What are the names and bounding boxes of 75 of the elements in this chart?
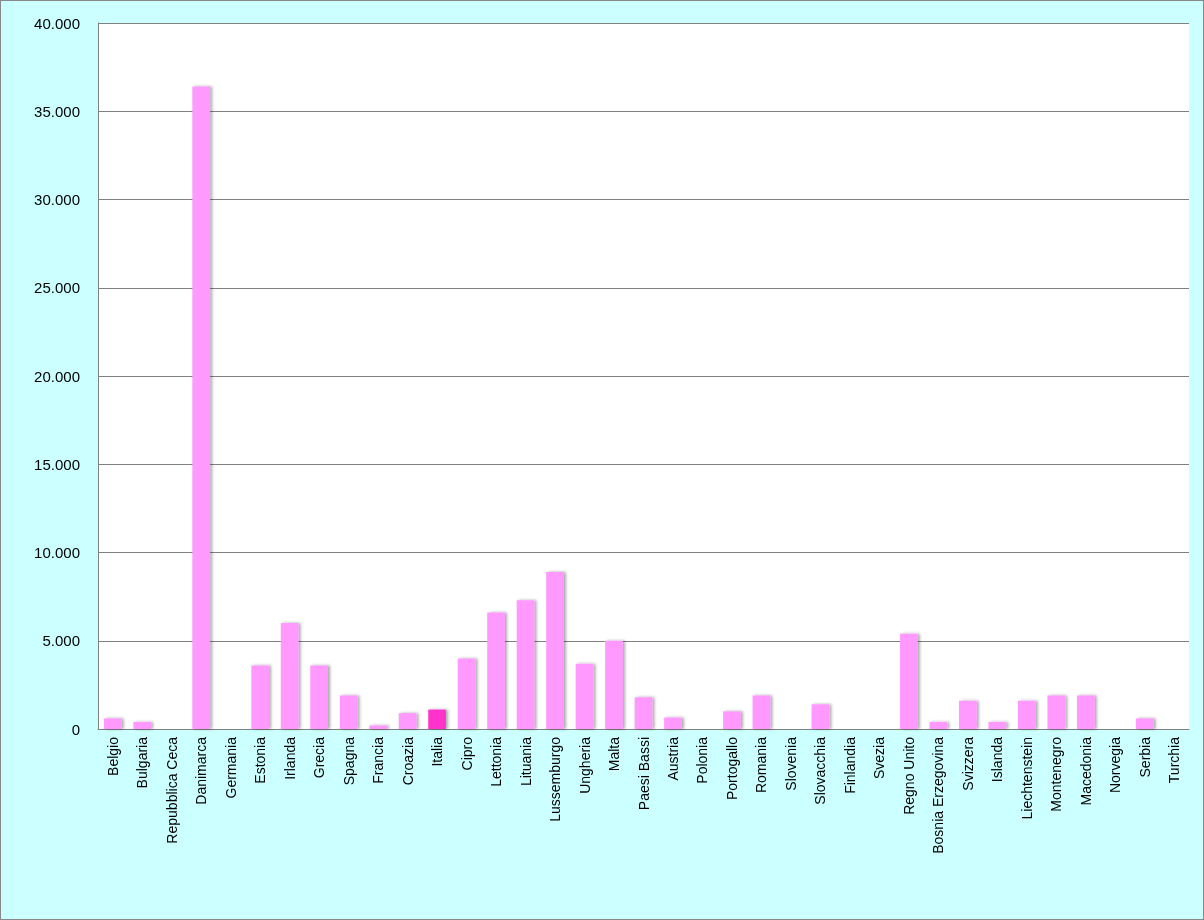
- bar: [457, 658, 476, 729]
- bar: [133, 721, 152, 729]
- y-tick-label: 0: [71, 720, 80, 738]
- x-tick-label: Macedonia: [1077, 736, 1094, 806]
- x-tick-label: Montenegro: [1048, 736, 1065, 812]
- bar: [900, 633, 918, 729]
- x-tick-label: Cipro: [458, 736, 475, 771]
- x-tick-label: Ungheria: [576, 736, 593, 794]
- x-tick-label: Romania: [753, 736, 770, 794]
- bar: [251, 665, 270, 729]
- bar: [664, 717, 682, 729]
- bar: [929, 721, 948, 729]
- bar: [339, 695, 358, 729]
- bar: [369, 725, 387, 729]
- x-tick-label: Spagna: [340, 736, 357, 786]
- y-tick-label: 10.000: [34, 544, 80, 561]
- x-tick-label: Lituania: [517, 736, 534, 787]
- bar: [1047, 695, 1066, 729]
- x-tick-label: Turchia: [1166, 736, 1183, 784]
- bar: [516, 600, 535, 729]
- x-tick-label: Lussemburgo: [547, 736, 564, 822]
- x-tick-label: Polonia: [694, 736, 711, 784]
- y-tick-label: 40.000: [34, 14, 80, 32]
- x-tick-label: Bosnia Erzegovina: [930, 736, 947, 854]
- x-tick-label: Portogallo: [723, 736, 740, 801]
- bar: [103, 718, 122, 729]
- x-tick-label: Svezia: [871, 736, 888, 780]
- x-tick-label: Bulgaria: [134, 736, 151, 789]
- bar: [1017, 700, 1036, 729]
- x-tick-label: Islanda: [989, 736, 1006, 783]
- x-tick-label: Danimarca: [193, 736, 210, 805]
- y-tick-label: 25.000: [34, 279, 80, 297]
- x-tick-label: Paesi Bassi: [635, 737, 652, 811]
- bar: [1076, 695, 1095, 729]
- bar: [811, 704, 830, 729]
- y-tick-label: 20.000: [34, 367, 80, 385]
- bar: [1135, 718, 1154, 729]
- x-tick-label: Austria: [664, 736, 681, 781]
- bar: [723, 711, 741, 729]
- bar: [310, 665, 328, 729]
- x-tick-label: Norvegia: [1107, 736, 1124, 794]
- bar: [605, 640, 623, 729]
- x-tick-label: Croazia: [399, 736, 416, 786]
- x-tick-label: Grecia: [311, 736, 328, 779]
- x-tick-label: Irlanda: [281, 736, 298, 780]
- bar: [192, 86, 211, 729]
- bar: [280, 623, 299, 729]
- x-tick-label: Finlandia: [841, 736, 858, 794]
- y-tick-label: 35.000: [34, 102, 80, 120]
- bar: [398, 713, 417, 729]
- x-tick-label: Malta: [606, 736, 623, 772]
- bar: [487, 612, 505, 729]
- bar: [959, 700, 977, 729]
- x-tick-label: Italia: [429, 736, 446, 767]
- x-tick-label: Lettonia: [488, 736, 505, 787]
- bar: [428, 709, 446, 729]
- bar: [575, 663, 594, 729]
- x-tick-label: Slovacchia: [812, 736, 829, 805]
- x-tick-label: Belgio: [104, 736, 121, 776]
- x-tick-label: Slovenia: [782, 736, 799, 791]
- y-tick-label: 30.000: [34, 191, 80, 208]
- x-tick-label: Germania: [222, 736, 239, 799]
- x-tick-label: Svizzera: [959, 736, 976, 791]
- bar: [634, 697, 653, 729]
- x-tick-label: Estonia: [252, 736, 269, 784]
- bar: [546, 571, 564, 729]
- bar: [988, 721, 1007, 729]
- x-tick-label: Repubblica Ceca: [163, 736, 180, 844]
- x-tick-label: Francia: [370, 736, 387, 784]
- x-tick-label: Liechtenstein: [1018, 737, 1035, 820]
- y-tick-label: 15.000: [34, 455, 80, 473]
- bar: [752, 695, 771, 729]
- x-tick-label: Serbia: [1136, 736, 1153, 778]
- y-tick-label: 5.000: [42, 632, 80, 650]
- x-tick-label: Regno Unito: [900, 736, 917, 815]
